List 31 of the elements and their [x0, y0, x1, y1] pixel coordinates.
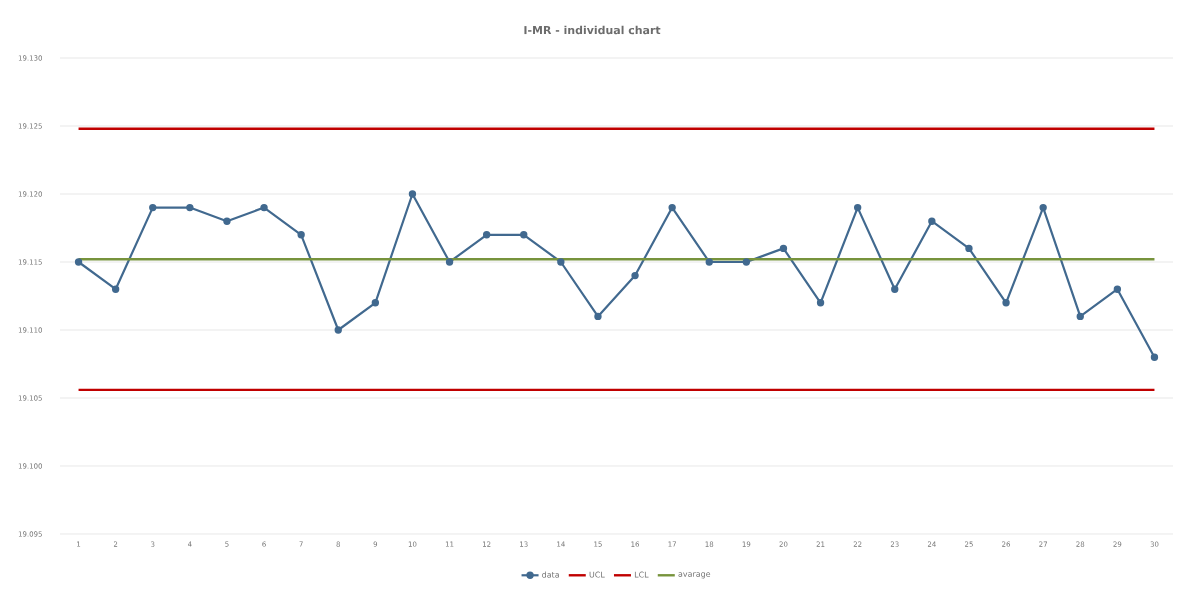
point: [149, 203, 157, 212]
point: [1150, 353, 1159, 361]
point: [668, 203, 676, 212]
point: [1076, 312, 1084, 321]
point: [1039, 203, 1047, 212]
point: [928, 217, 936, 225]
point: [408, 190, 417, 198]
point: [557, 258, 565, 266]
point: [705, 258, 713, 266]
point: [779, 244, 788, 253]
point: [965, 244, 973, 253]
point: [631, 271, 639, 280]
point: [74, 258, 83, 266]
point: [111, 285, 120, 293]
point: [1002, 299, 1010, 307]
point: [891, 285, 899, 293]
chart-title: I-MR - individual chart: [524, 25, 661, 35]
point: [445, 258, 454, 266]
point: [816, 299, 825, 307]
point: [260, 203, 268, 212]
point: [371, 299, 380, 307]
point: [1113, 285, 1122, 293]
point: [742, 258, 751, 266]
point: [223, 217, 231, 225]
point: [297, 231, 305, 239]
point: [853, 203, 862, 212]
point: [334, 326, 342, 334]
point: [594, 312, 602, 321]
point: [482, 231, 491, 239]
point: [520, 231, 528, 239]
point: [186, 203, 194, 212]
